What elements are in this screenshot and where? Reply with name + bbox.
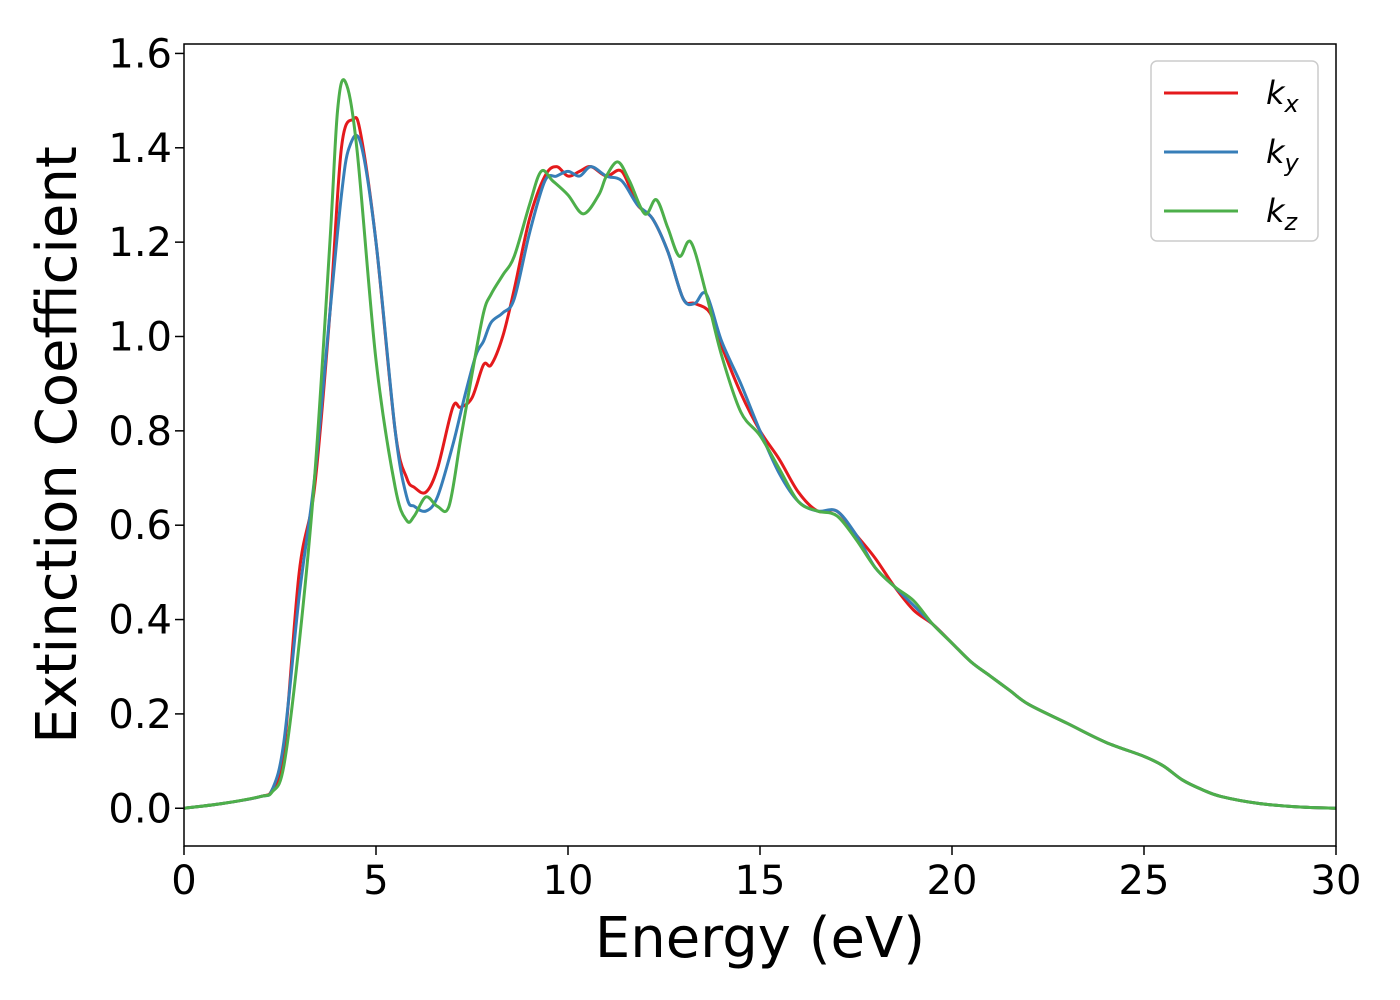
legend-label-z: kz xyxy=(1266,192,1299,236)
x-tick-label: 20 xyxy=(927,858,978,904)
y-tick-label: 0.0 xyxy=(108,786,172,832)
x-tick-label: 30 xyxy=(1311,858,1362,904)
y-tick-label: 1.2 xyxy=(108,220,172,266)
x-tick-label: 5 xyxy=(363,858,388,904)
y-axis-label: Extinction Coefficient xyxy=(25,146,90,744)
legend-label-x: kx xyxy=(1266,74,1300,118)
legend: kx ky kz xyxy=(1150,60,1319,242)
y-axis-ticks: 0.0 0.2 0.4 0.6 0.8 1.0 1.2 1.4 1.6 xyxy=(108,31,184,832)
series-line-z xyxy=(184,78,1336,810)
y-tick-label: 1.6 xyxy=(108,31,172,77)
x-tick-label: 0 xyxy=(171,858,196,904)
series-layer xyxy=(184,78,1336,810)
y-tick-label: 0.6 xyxy=(108,503,172,549)
x-tick-label: 15 xyxy=(735,858,786,904)
legend-label-y: ky xyxy=(1266,133,1300,177)
x-axis-label: Energy (eV) xyxy=(595,906,925,971)
y-tick-label: 0.4 xyxy=(108,598,172,644)
x-axis-ticks: 0 5 10 15 20 25 30 xyxy=(171,846,1361,904)
x-tick-label: 25 xyxy=(1119,858,1170,904)
y-tick-label: 0.8 xyxy=(108,409,172,455)
x-tick-label: 10 xyxy=(543,858,594,904)
y-tick-label: 1.4 xyxy=(108,126,172,172)
y-tick-label: 1.0 xyxy=(108,314,172,360)
y-tick-label: 0.2 xyxy=(108,692,172,738)
